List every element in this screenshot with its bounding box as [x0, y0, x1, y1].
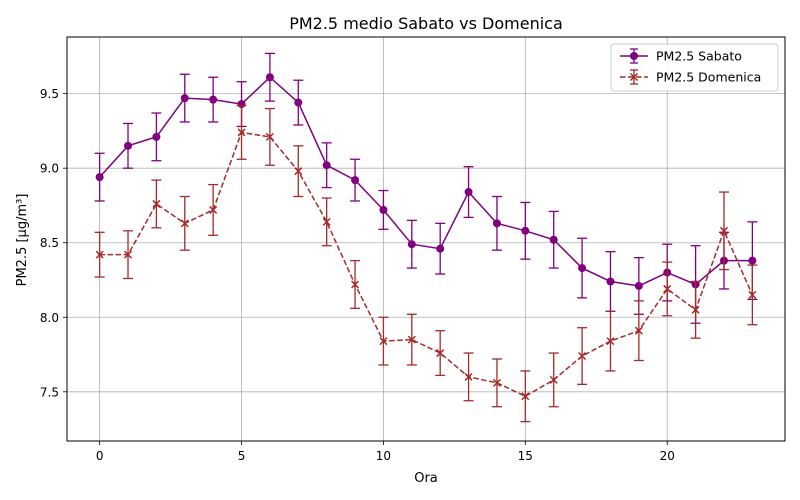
x-tick-label: 5 [238, 449, 246, 463]
data-point [407, 335, 416, 344]
y-tick-label: 8.0 [40, 311, 59, 325]
x-axis-label: Ora [414, 471, 438, 486]
data-point [578, 351, 587, 361]
data-point [322, 161, 331, 170]
data-point [634, 281, 643, 290]
data-point [436, 244, 445, 253]
y-tick-label: 7.5 [40, 385, 59, 399]
legend-label: PM2.5 Sabato [656, 49, 742, 64]
data-point [748, 256, 757, 265]
plot-frame [66, 36, 786, 442]
y-tick-label: 9.0 [40, 162, 59, 176]
data-point [464, 372, 473, 381]
data-point [180, 94, 189, 103]
data-point [492, 219, 501, 228]
data-point [606, 337, 615, 346]
legend-box [610, 43, 779, 92]
series-line [99, 131, 754, 398]
data-point [691, 305, 700, 314]
data-point [322, 217, 331, 226]
legend-label: PM2.5 Domenica [656, 70, 761, 85]
y-axis-label: PM2.5 [µg/m³] [15, 194, 30, 287]
x-tick-label: 15 [518, 449, 533, 463]
data-point [606, 277, 615, 286]
data-point [209, 95, 218, 104]
y-tick-label: 8.5 [40, 236, 59, 250]
data-point [294, 167, 303, 176]
plot-area [94, 52, 758, 423]
x-tick-label: 10 [376, 449, 391, 463]
x-tick-label: 20 [660, 449, 675, 463]
data-point [436, 349, 445, 358]
x-axis: 0 5 10 15 20 [96, 441, 675, 463]
data-point [124, 141, 133, 150]
data-point [464, 188, 473, 197]
data-point [152, 199, 161, 208]
series-domenica [94, 104, 758, 423]
series-line [99, 76, 753, 287]
data-point [265, 73, 274, 82]
y-tick-label: 9.5 [40, 87, 59, 101]
data-point [265, 132, 274, 141]
data-point [379, 337, 388, 346]
legend-marker [630, 52, 638, 60]
data-point [95, 173, 104, 182]
data-point [719, 226, 729, 235]
legend-marker [629, 72, 639, 82]
legend: PM2.5 Sabato PM2.5 Domenica [610, 43, 779, 92]
data-point [521, 392, 530, 401]
data-point [379, 205, 388, 214]
data-point [209, 205, 218, 214]
data-point [180, 219, 189, 228]
data-point [123, 250, 133, 259]
data-point [351, 176, 360, 185]
data-point [351, 280, 360, 289]
chart-title: PM2.5 medio Sabato vs Domenica [289, 14, 563, 33]
data-point [492, 378, 501, 387]
y-axis: 7.5 8.0 8.5 9.0 9.5 [40, 87, 67, 399]
x-tick-label: 0 [96, 449, 104, 463]
data-point [549, 375, 558, 384]
data-point [152, 132, 161, 141]
data-point [663, 284, 672, 293]
data-point [237, 128, 246, 137]
data-point [407, 240, 416, 249]
data-point [634, 326, 643, 335]
legend-entry: PM2.5 Sabato [620, 48, 742, 64]
legend-entry: PM2.5 Domenica [620, 69, 761, 85]
data-point [578, 264, 587, 273]
data-point [549, 235, 558, 244]
grid-lines [67, 37, 785, 441]
data-point [521, 226, 530, 235]
data-point [748, 290, 757, 299]
data-point [95, 250, 104, 259]
data-point [294, 98, 303, 107]
